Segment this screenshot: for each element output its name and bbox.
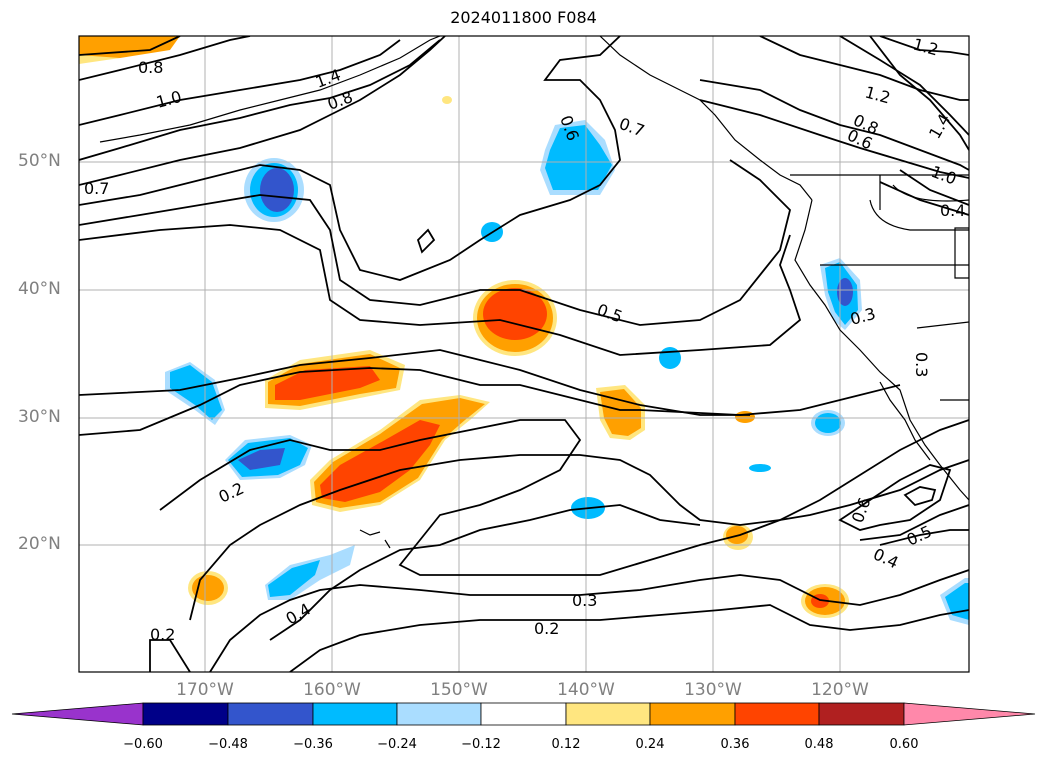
contour-label: 0.7 xyxy=(84,179,109,198)
contour-label: 0.2 xyxy=(150,625,175,644)
contour-lines xyxy=(79,36,969,672)
colorbar-bin xyxy=(480,702,567,726)
anomaly-negative xyxy=(659,347,681,369)
lon-label-150w: 150°W xyxy=(430,680,488,700)
colorbar-tick: −0.12 xyxy=(461,737,501,752)
colorbar-tick: 0.24 xyxy=(635,737,665,752)
colorbar-extend-low xyxy=(11,702,144,726)
anomaly-positive xyxy=(600,389,641,436)
contour-label: 0.2 xyxy=(534,619,559,638)
contour-label: 0.3 xyxy=(572,591,597,610)
contour-label: 0.3 xyxy=(912,352,931,377)
colorbar-tick: 0.12 xyxy=(551,737,581,752)
contour-label: 1.2 xyxy=(863,83,893,108)
anomaly-positive xyxy=(442,96,452,104)
anomaly-negative xyxy=(749,464,771,472)
contour-label: 0.7 xyxy=(617,114,647,141)
anomaly-negative-strong xyxy=(260,168,294,212)
contour-label: 1.0 xyxy=(154,87,184,112)
anomaly-positive-strong xyxy=(320,420,440,502)
colorbar-extend-high xyxy=(903,702,1036,726)
anomaly-negative xyxy=(815,413,841,433)
colorbar-bin xyxy=(818,702,905,726)
anomaly-positive-strong xyxy=(275,366,380,400)
colorbar-bin xyxy=(142,702,229,726)
anomaly-negative xyxy=(170,365,222,420)
colorbar-tick: 0.60 xyxy=(889,737,919,752)
anomaly-positive-light xyxy=(79,55,120,64)
contour-label: 0.8 xyxy=(138,58,163,77)
anomaly-positive xyxy=(735,411,755,423)
colorbar-tick: −0.24 xyxy=(377,737,417,752)
colorbar-bin xyxy=(734,702,820,726)
colorbar-bin xyxy=(227,702,314,726)
colorbar-tick: 0.48 xyxy=(804,737,834,752)
contour-label: 1.0 xyxy=(929,162,959,189)
lat-label-50n: 50°N xyxy=(18,151,61,171)
contour-label: 0.4 xyxy=(283,599,315,628)
map-title: 2024011800 F084 xyxy=(450,8,597,27)
lat-label-30n: 30°N xyxy=(18,407,61,427)
contour-label: 1.4 xyxy=(313,65,343,92)
colorbar xyxy=(11,702,1036,726)
anomaly-positive xyxy=(192,575,224,601)
lat-label-20n: 20°N xyxy=(18,534,61,554)
colorbar-tick: −0.60 xyxy=(123,737,163,752)
colorbar-bin xyxy=(312,702,398,726)
colorbar-tick: 0.36 xyxy=(720,737,750,752)
shaded-anomalies xyxy=(79,36,969,625)
anomaly-negative-strong xyxy=(238,448,285,470)
anomaly-negative-strong xyxy=(837,278,853,306)
lon-label-130w: 130°W xyxy=(684,680,742,700)
coastlines xyxy=(99,36,969,549)
contour-label: 0.4 xyxy=(870,544,901,572)
map-frame xyxy=(78,35,970,673)
colorbar-bin xyxy=(649,702,736,726)
contour-label: 0.2 xyxy=(216,479,247,507)
colorbar-bin xyxy=(565,702,651,726)
lat-label-40n: 40°N xyxy=(18,279,61,299)
graticule xyxy=(79,36,969,672)
contour-label: 1.2 xyxy=(911,35,941,60)
lon-label-120w: 120°W xyxy=(811,680,869,700)
colorbar-tick: −0.48 xyxy=(208,737,248,752)
contour-label: 0.5 xyxy=(595,300,625,327)
lon-label-160w: 160°W xyxy=(303,680,361,700)
anomaly-negative xyxy=(268,560,320,597)
lon-label-170w: 170°W xyxy=(176,680,234,700)
lon-label-140w: 140°W xyxy=(557,680,615,700)
contour-label: 0.4 xyxy=(940,201,965,220)
anomaly-negative xyxy=(545,125,612,190)
colorbar-bin xyxy=(396,702,482,726)
colorbar-tick: −0.36 xyxy=(293,737,333,752)
